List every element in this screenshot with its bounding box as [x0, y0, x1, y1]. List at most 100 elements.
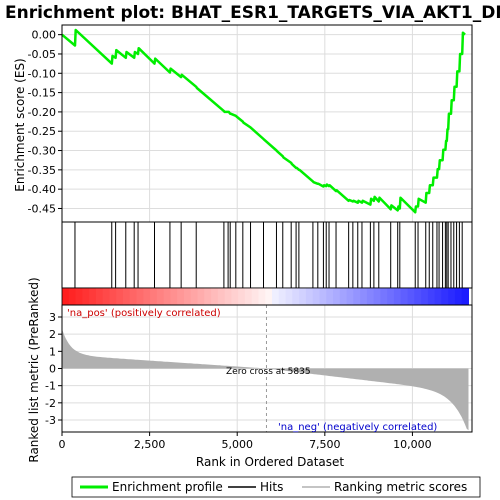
y-axis-label-top: Enrichment score (ES): [13, 58, 27, 191]
es-y-tick-label: -0.25: [28, 125, 56, 138]
rank-bar-segment: [68, 288, 77, 305]
rank-bar-segment: [441, 288, 449, 305]
rank-bar-segment: [143, 288, 151, 305]
rank-bar-segment: [393, 288, 402, 305]
rank-bar-segment: [299, 288, 307, 305]
es-y-tick-label: -0.45: [28, 202, 56, 215]
rank-bar-segment: [448, 288, 456, 305]
rank-bar-segment: [163, 288, 171, 305]
rank-bar-segment: [421, 288, 429, 305]
rank-bar-segment: [211, 288, 219, 305]
rank-bar-segment: [129, 288, 138, 305]
es-y-tick-label: -0.20: [28, 106, 56, 119]
rank-bar-segment: [278, 288, 287, 305]
rank-bar-segment: [305, 288, 314, 305]
rank-bar-segment: [414, 288, 422, 305]
metric-y-tick-label: 0: [49, 363, 56, 376]
rank-bar-segment: [82, 288, 90, 305]
rank-bar-segment: [400, 288, 409, 305]
y-axis-label-bottom: Ranked list metric (PreRanked): [27, 277, 41, 462]
rank-bar-segment: [244, 288, 253, 305]
neg-annotation: 'na_neg' (negatively correlated): [278, 422, 437, 433]
rank-bar-segment: [312, 288, 320, 305]
legend-box: [71, 476, 481, 498]
rank-bar-segment: [150, 288, 158, 305]
hits-area: [62, 222, 472, 288]
es-line: [61, 28, 466, 214]
rank-bar-segment: [136, 288, 144, 305]
es-y-tick-label: -0.05: [28, 48, 56, 61]
rank-bar-segment: [102, 288, 110, 305]
rank-bar-segment: [122, 288, 131, 305]
rank-bar-segment: [319, 288, 327, 305]
x-tick-label: 0: [59, 438, 66, 451]
rank-color-bar: [61, 287, 473, 306]
pos-annotation: 'na_pos' (positively correlated): [67, 308, 221, 319]
rank-bar-segment: [197, 288, 205, 305]
rank-bar-segment: [217, 288, 226, 305]
rank-bar-segment: [272, 288, 280, 305]
rank-bar-segment: [204, 288, 212, 305]
rank-bar-segment: [265, 288, 273, 305]
rank-bar-segment: [407, 288, 415, 305]
es-y-tick-label: -0.10: [28, 67, 56, 80]
metric-y-tick-label: 3: [49, 311, 56, 324]
es-panel: 0.00 -0.05 -0.10 -0.15 -0.20 -0.25 -0.30 -0.35 -…: [28, 24, 473, 223]
legend-metric-label: Ranking metric scores: [334, 480, 467, 494]
metric-y-tick-label: 1: [49, 345, 56, 358]
es-y-tick-label: -0.40: [28, 183, 56, 196]
rank-bar-segment: [332, 288, 341, 305]
rank-bar-segment: [339, 288, 348, 305]
rank-bar-segment: [360, 288, 368, 305]
rank-bar-segment: [373, 288, 381, 305]
rank-bar-segment: [156, 288, 165, 305]
metric-y-tick-label: -3: [45, 414, 56, 427]
metric-y-tick-label: -2: [45, 397, 56, 410]
chart-title: Enrichment plot: BHAT_ESR1_TARGETS_VIA_A…: [5, 3, 500, 23]
rank-bar-segment: [427, 288, 436, 305]
rank-bar-segment: [454, 288, 463, 305]
metric-y-tick-label: -1: [45, 380, 56, 393]
legend: Enrichment profile Hits Ranking metric s…: [71, 476, 481, 498]
rank-bar-segment: [251, 288, 259, 305]
rank-bar-segment: [190, 288, 198, 305]
rank-bar-segment: [326, 288, 334, 305]
rank-bar-segment: [75, 288, 83, 305]
rank-bar-segment: [258, 288, 266, 305]
rank-bar-segment: [95, 288, 104, 305]
rank-bar-segment: [89, 288, 97, 305]
rank-bar-segment: [170, 288, 178, 305]
rank-bar-segment: [292, 288, 300, 305]
es-y-tick-label: 0.00: [32, 29, 57, 42]
x-tick-label: 5,000: [221, 438, 253, 451]
es-y-tick-label: -0.15: [28, 87, 56, 100]
rank-bar-segment: [461, 288, 469, 305]
metric-area: [62, 329, 469, 431]
hits-panel: [61, 221, 473, 289]
rank-bar-segment: [177, 288, 185, 305]
x-tick-label: 10,000: [393, 438, 432, 451]
rank-bar-segment: [387, 288, 395, 305]
rank-bar-segment: [109, 288, 117, 305]
rank-bar-segment: [238, 288, 246, 305]
rank-bar-segment: [231, 288, 239, 305]
rank-bar-segment: [353, 288, 361, 305]
x-axis-label: Rank in Ordered Dataset: [196, 455, 344, 469]
legend-es-label: Enrichment profile: [112, 480, 223, 494]
x-tick-label: 2,500: [134, 438, 166, 451]
x-tick-label: 7,500: [309, 438, 341, 451]
metric-frame: [61, 304, 473, 433]
metric-y-tick-label: 2: [49, 328, 56, 341]
rank-bar-segment: [285, 288, 293, 305]
rank-bar-segment: [366, 288, 375, 305]
es-y-tick-label: -0.35: [28, 164, 56, 177]
legend-hits-label: Hits: [260, 480, 283, 494]
rank-bar-segment: [183, 288, 192, 305]
es-y-tick-label: -0.30: [28, 145, 56, 158]
zero-cross-annotation: Zero cross at 5835: [226, 367, 311, 377]
rank-bar-segment: [380, 288, 388, 305]
rank-bar-segment: [116, 288, 124, 305]
rank-bar-segment: [434, 288, 442, 305]
